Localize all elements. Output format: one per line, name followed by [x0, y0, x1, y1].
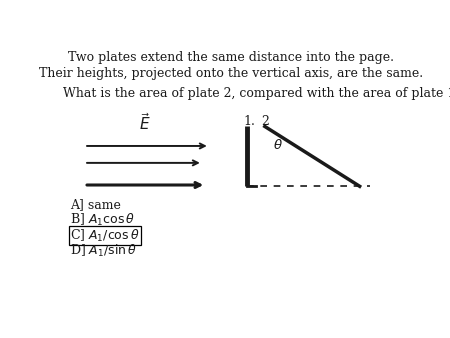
Text: 1.: 1.	[244, 115, 256, 128]
Text: 2: 2	[261, 115, 270, 128]
Text: C] $\mathit{A}_1/\cos\theta$: C] $\mathit{A}_1/\cos\theta$	[70, 228, 140, 244]
Text: D] $\mathit{A}_1/\sin\theta$: D] $\mathit{A}_1/\sin\theta$	[70, 243, 137, 260]
Text: What is the area of plate 2, compared with the area of plate 1?: What is the area of plate 2, compared wi…	[63, 88, 450, 100]
Text: $\theta$: $\theta$	[273, 138, 283, 152]
Text: A] same: A] same	[70, 198, 121, 211]
Text: Their heights, projected onto the vertical axis, are the same.: Their heights, projected onto the vertic…	[39, 67, 423, 79]
Text: Two plates extend the same distance into the page.: Two plates extend the same distance into…	[68, 51, 394, 64]
Text: B] $\mathit{A}_1\cos\theta$: B] $\mathit{A}_1\cos\theta$	[70, 212, 135, 228]
Text: $\vec{E}$: $\vec{E}$	[140, 112, 151, 133]
